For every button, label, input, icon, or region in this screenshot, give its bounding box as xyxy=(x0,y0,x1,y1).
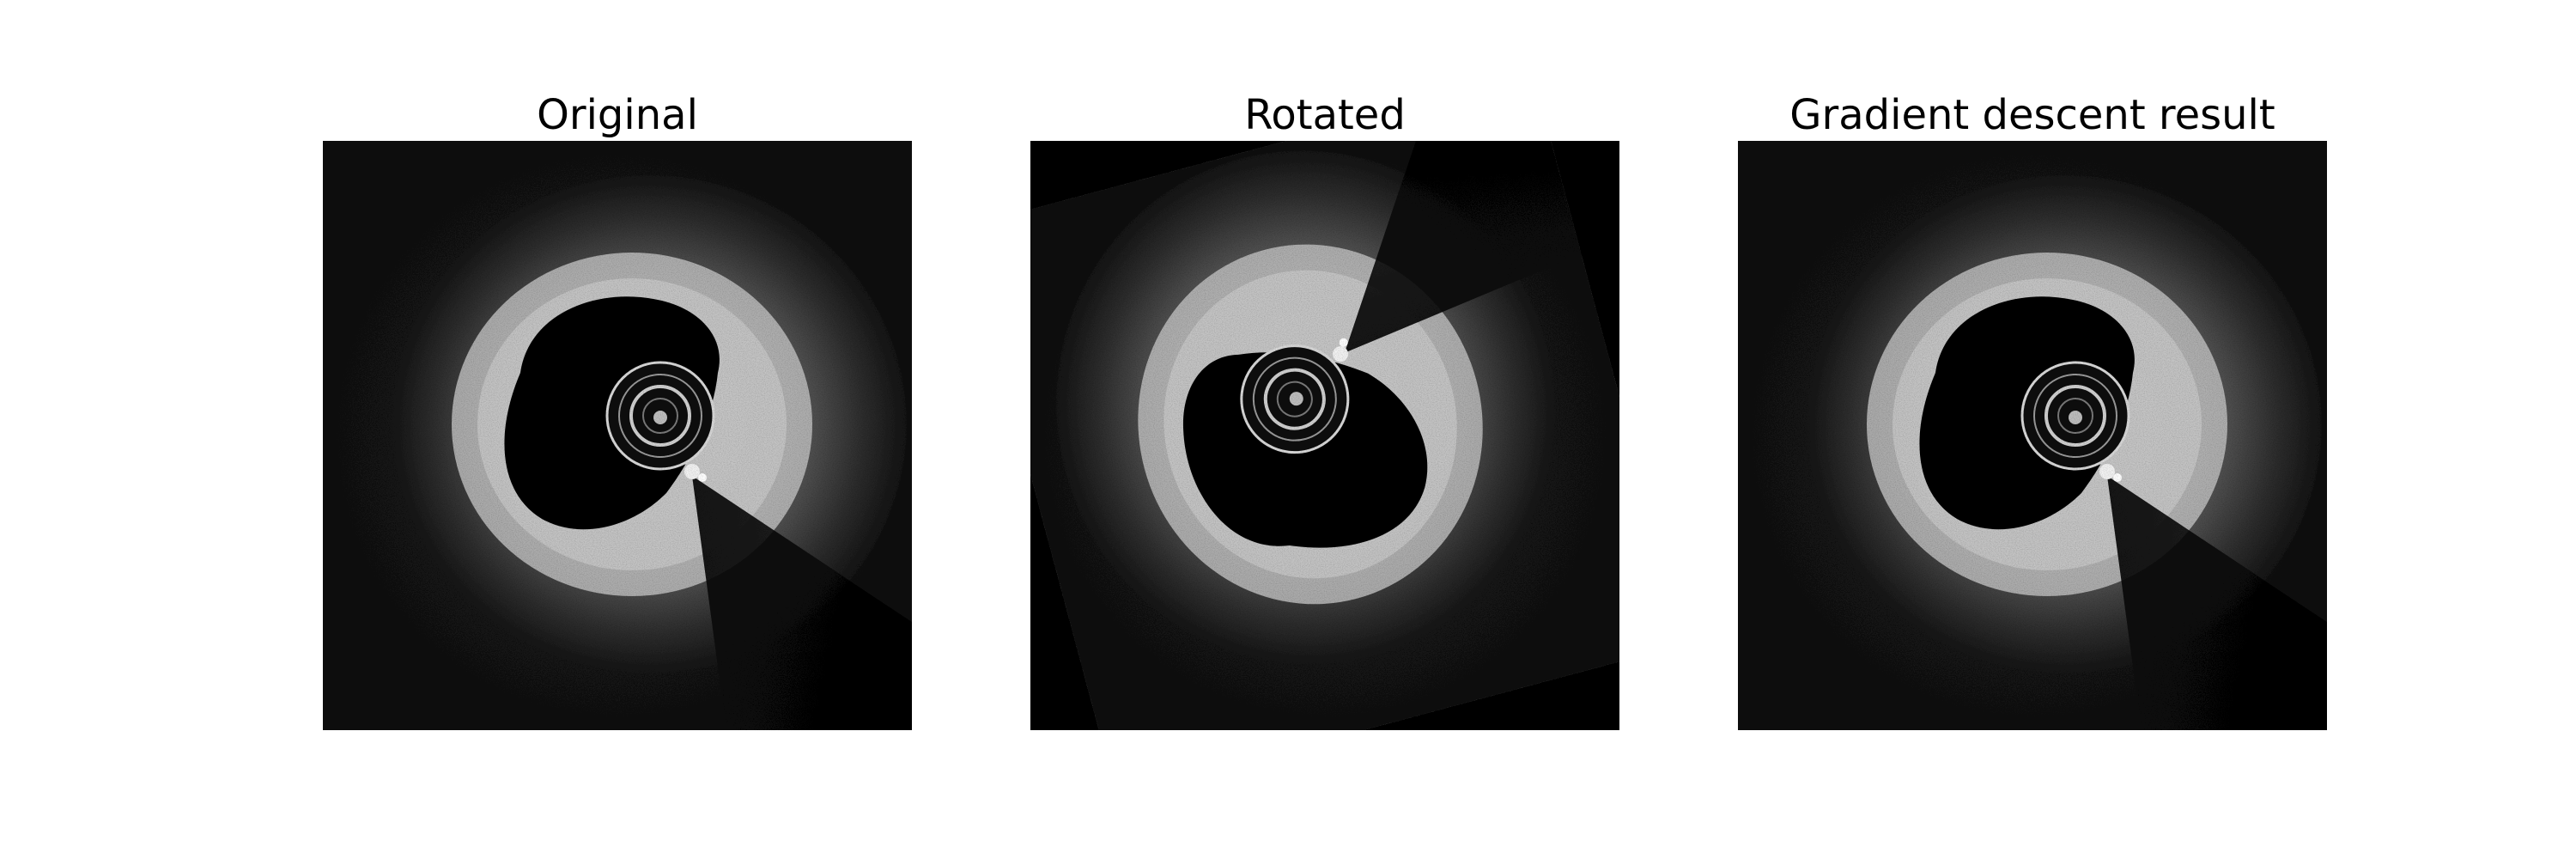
panel-title-original: Original xyxy=(537,91,698,139)
oct-image-gradient-descent xyxy=(1738,141,2327,730)
oct-image-rotated xyxy=(1030,141,1619,730)
oct-cross-section-original xyxy=(323,141,912,730)
panel-gradient-descent: Gradient descent result xyxy=(1738,0,2327,859)
rotated-scene xyxy=(1030,141,1619,730)
panel-title-rotated: Rotated xyxy=(1244,91,1406,139)
panel-title-gradient-descent: Gradient descent result xyxy=(1789,91,2275,139)
oct-cross-section-gradient-descent xyxy=(1738,141,2327,730)
oct-image-original xyxy=(323,141,912,730)
panel-rotated: Rotated xyxy=(1030,0,1619,859)
panel-original: Original xyxy=(323,0,912,859)
oct-cross-section-rotated xyxy=(1030,141,1619,730)
